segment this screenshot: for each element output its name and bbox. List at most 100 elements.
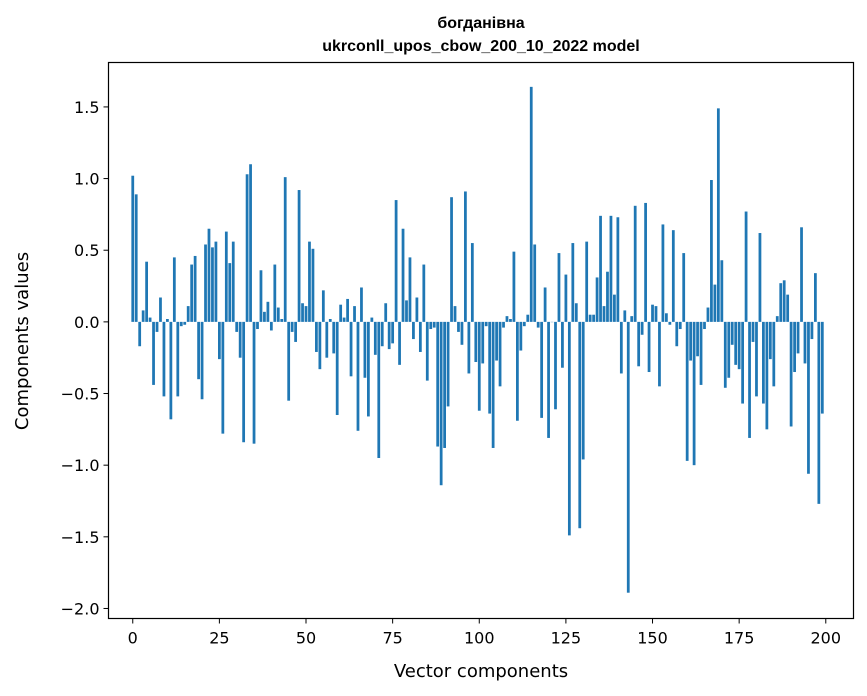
bar	[526, 314, 530, 322]
x-tick-label: 150	[637, 629, 668, 648]
bar	[238, 321, 242, 358]
bar	[339, 304, 343, 322]
bar	[266, 301, 270, 322]
bar	[734, 321, 738, 365]
x-tick-label: 100	[464, 629, 495, 648]
bar	[387, 321, 391, 350]
bar	[356, 321, 360, 431]
bar	[619, 321, 623, 374]
bar	[325, 321, 329, 358]
bar	[595, 277, 599, 322]
bar	[353, 306, 356, 322]
bar	[491, 321, 495, 448]
bar	[554, 321, 557, 410]
bar	[623, 310, 627, 322]
bar	[800, 227, 803, 322]
bar	[720, 260, 724, 322]
bar	[141, 310, 145, 322]
bar	[602, 306, 606, 322]
bar	[214, 241, 218, 322]
bar	[252, 321, 256, 444]
bar	[436, 321, 440, 447]
bar	[703, 321, 706, 330]
bar	[616, 217, 620, 322]
bar	[131, 175, 135, 322]
bar	[723, 321, 727, 388]
y-tick-label: 1.0	[74, 170, 99, 189]
bar	[644, 202, 647, 322]
bar	[592, 314, 595, 322]
bar	[276, 307, 280, 322]
bar	[207, 228, 211, 322]
x-tick-label: 200	[811, 629, 842, 648]
bars-group	[131, 86, 824, 593]
bar	[803, 321, 807, 364]
y-tick-label: −2.0	[61, 599, 100, 618]
plot-frame	[107, 61, 855, 620]
bar	[762, 321, 765, 404]
bar	[263, 311, 266, 322]
bar	[224, 231, 228, 322]
bar	[796, 321, 800, 354]
bar	[231, 241, 235, 322]
bar	[294, 321, 297, 342]
y-tick-label: −1.5	[61, 528, 100, 547]
bar	[256, 321, 259, 330]
bar	[391, 321, 395, 344]
bar	[727, 321, 731, 378]
bar	[775, 316, 779, 322]
bar	[415, 297, 419, 322]
bar	[630, 316, 634, 322]
bar	[547, 321, 550, 438]
bar	[315, 321, 318, 352]
bar	[561, 321, 564, 368]
bar	[613, 294, 616, 322]
y-axis: −2.0 −1.5 −1.0 −0.5 0.0 0.5 1.0 1.5	[61, 98, 109, 618]
bar	[505, 316, 509, 322]
bar	[235, 321, 239, 332]
bar	[439, 321, 443, 486]
bar	[152, 321, 155, 385]
bar	[401, 228, 405, 322]
bar	[363, 321, 367, 378]
chart-title: богданівна	[437, 15, 524, 32]
bar	[522, 321, 526, 327]
bar	[470, 243, 474, 322]
bar	[134, 194, 138, 322]
bar	[169, 321, 173, 420]
bar	[751, 321, 755, 342]
bar	[512, 251, 516, 322]
bar	[297, 190, 301, 322]
y-tick-label: −1.0	[61, 456, 100, 475]
bar	[269, 321, 273, 331]
bar	[477, 321, 481, 411]
bar	[349, 321, 353, 377]
bar	[176, 321, 180, 397]
bar	[200, 321, 204, 400]
bar	[384, 303, 388, 322]
bar	[755, 321, 758, 397]
bar	[779, 283, 783, 322]
bar	[332, 321, 336, 354]
bar	[408, 257, 412, 322]
bar	[450, 197, 453, 322]
bar	[699, 321, 703, 385]
bar	[498, 321, 502, 387]
bar	[519, 321, 523, 351]
bar	[741, 321, 744, 404]
bar	[446, 321, 450, 407]
bar	[422, 264, 426, 322]
bar	[280, 319, 284, 322]
bar	[495, 321, 498, 361]
bar	[183, 321, 187, 325]
bar	[682, 253, 686, 322]
bar	[204, 244, 207, 322]
bar	[654, 306, 658, 322]
bar	[536, 321, 540, 328]
bar	[557, 253, 561, 322]
bar	[668, 321, 672, 325]
bar	[571, 243, 575, 322]
bar	[418, 321, 422, 352]
bar	[398, 321, 401, 365]
